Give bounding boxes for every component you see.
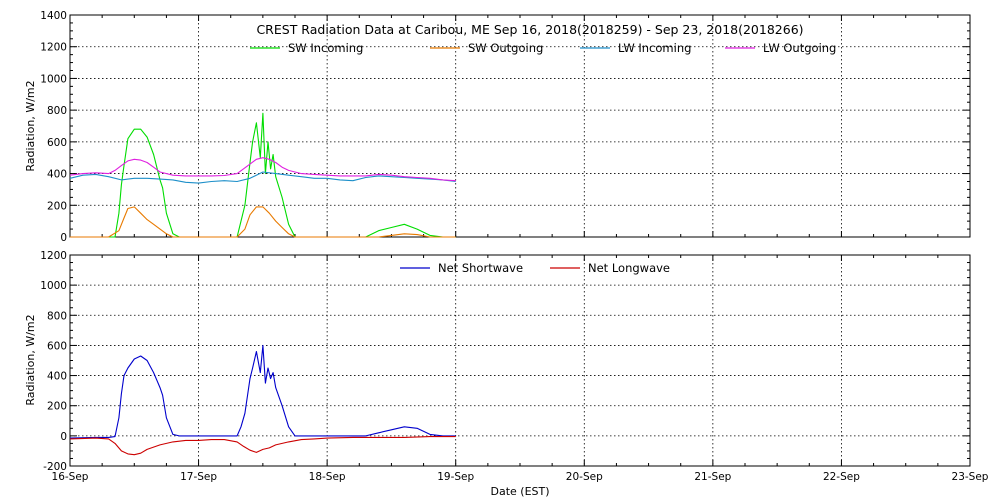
x-tick-label: 23-Sep	[952, 471, 989, 483]
bottom-ticks: -200 0 200 400 600 800 1000 1200	[40, 250, 971, 473]
bottom-y-axis-label: Radiation, W/m2	[24, 314, 37, 405]
bottom-y-tick-label: 200	[47, 401, 67, 413]
top-panel: 0 200 400 600 800 1000 1200 1400 CREST Radiatio…	[24, 10, 971, 244]
x-axis-label: Date (EST)	[490, 485, 549, 498]
top-series	[69, 112, 456, 238]
bottom-y-tick-label: 800	[47, 310, 67, 322]
x-tick-label: 19-Sep	[437, 471, 474, 483]
x-tick-label: 18-Sep	[309, 471, 346, 483]
net-longwave-line	[69, 436, 456, 456]
bottom-series	[69, 344, 456, 456]
bottom-legend: Net Shortwave Net Longwave	[400, 261, 670, 275]
x-tick-label: 17-Sep	[180, 471, 217, 483]
bottom-y-tick-label: 400	[47, 371, 67, 383]
sw-incoming-line	[70, 112, 456, 238]
bottom-plot-frame	[69, 254, 971, 467]
top-y-tick-label: 0	[60, 232, 67, 244]
bottom-y-tick-label: 600	[47, 340, 67, 352]
top-ticks: 0 200 400 600 800 1000 1200 1400	[40, 10, 971, 244]
x-tick-label: 20-Sep	[566, 471, 603, 483]
x-tick-label: 16-Sep	[52, 471, 89, 483]
net-shortwave-line	[69, 344, 456, 439]
top-legend: SW Incoming SW Outgoing LW Incoming LW Outg…	[250, 41, 836, 55]
top-y-tick-label: 1400	[40, 10, 67, 22]
x-tick-labels: 16-Sep 17-Sep 18-Sep 19-Sep 20-Sep 21-Sep 22-S…	[52, 471, 989, 483]
top-y-axis-label: Radiation, W/m2	[24, 80, 37, 171]
legend-label: Net Shortwave	[438, 261, 523, 275]
top-y-tick-label: 800	[47, 105, 67, 117]
bottom-y-tick-label: 1000	[40, 280, 67, 292]
lw-outgoing-line	[69, 157, 456, 182]
legend-label: SW Outgoing	[468, 41, 543, 55]
top-y-tick-label: 1200	[40, 42, 67, 54]
sw-outgoing-line	[70, 206, 456, 238]
x-tick-label: 22-Sep	[823, 471, 860, 483]
bottom-y-tick-label: 0	[60, 431, 67, 443]
top-grid	[70, 15, 970, 237]
bottom-y-tick-label: -200	[43, 461, 67, 473]
legend-label: LW Outgoing	[763, 41, 836, 55]
x-tick-label: 21-Sep	[694, 471, 731, 483]
top-y-tick-label: 400	[47, 169, 67, 181]
top-y-tick-label: 1000	[40, 73, 67, 85]
bottom-grid	[70, 255, 970, 466]
top-y-tick-label: 200	[47, 200, 67, 212]
chart-title: CREST Radiation Data at Caribou, ME Sep …	[256, 22, 803, 37]
bottom-y-tick-label: 1200	[40, 250, 67, 262]
top-y-tick-label: 600	[47, 137, 67, 149]
bottom-panel: -200 0 200 400 600 800 1000 1200 Radiation, W/m…	[24, 250, 989, 498]
legend-label: Net Longwave	[588, 261, 670, 275]
legend-label: SW Incoming	[288, 41, 363, 55]
legend-label: LW Incoming	[618, 41, 691, 55]
lw-incoming-line	[69, 171, 456, 184]
